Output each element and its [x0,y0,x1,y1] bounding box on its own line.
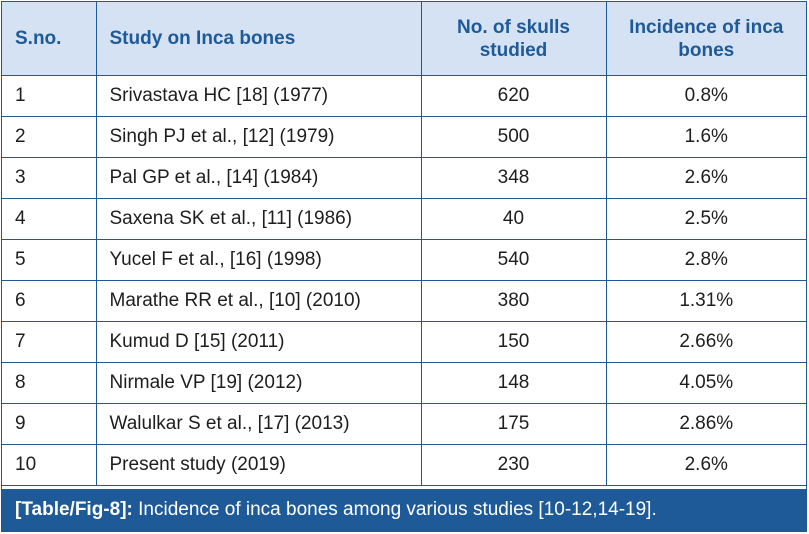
cell-skulls: 380 [421,280,607,322]
cell-skulls: 40 [421,198,607,240]
table-row: 3 Pal GP et al., [14] (1984) 348 2.6% [2,157,806,199]
cell-incidence: 1.31% [606,280,806,322]
cell-incidence: 2.6% [606,444,806,486]
cell-study: Saxena SK et al., [11] (1986) [96,198,422,240]
cell-study: Nirmale VP [19] (2012) [96,362,422,404]
header-incidence: Incidence of inca bones [606,2,806,76]
header-sno: S.no. [2,2,97,76]
cell-incidence: 2.5% [606,198,806,240]
cell-sno: 9 [2,403,97,445]
cell-study: Yucel F et al., [16] (1998) [96,239,422,281]
cell-study: Srivastava HC [18] (1977) [96,75,422,117]
cell-sno: 8 [2,362,97,404]
cell-incidence: 2.66% [606,321,806,363]
table-row: 9 Walulkar S et al., [17] (2013) 175 2.8… [2,403,806,445]
header-row: S.no. Study on Inca bones No. of skulls … [2,2,806,76]
incidence-table: S.no. Study on Inca bones No. of skulls … [2,2,806,486]
table-row: 2 Singh PJ et al., [12] (1979) 500 1.6% [2,116,806,158]
table-row: 7 Kumud D [15] (2011) 150 2.66% [2,321,806,363]
cell-skulls: 175 [421,403,607,445]
cell-study: Kumud D [15] (2011) [96,321,422,363]
cell-study: Singh PJ et al., [12] (1979) [96,116,422,158]
cell-study: Present study (2019) [96,444,422,486]
cell-sno: 3 [2,157,97,199]
table-header: S.no. Study on Inca bones No. of skulls … [2,2,806,76]
cell-sno: 5 [2,239,97,281]
table-row: 1 Srivastava HC [18] (1977) 620 0.8% [2,75,806,117]
cell-skulls: 540 [421,239,607,281]
cell-study: Marathe RR et al., [10] (2010) [96,280,422,322]
header-skulls: No. of skulls studied [421,2,607,76]
cell-study: Pal GP et al., [14] (1984) [96,157,422,199]
table-row: 5 Yucel F et al., [16] (1998) 540 2.8% [2,239,806,281]
table-caption: [Table/Fig-8]: Incidence of inca bones a… [2,489,806,531]
cell-skulls: 148 [421,362,607,404]
cell-incidence: 2.6% [606,157,806,199]
cell-incidence: 0.8% [606,75,806,117]
table-row: 10 Present study (2019) 230 2.6% [2,444,806,486]
cell-sno: 10 [2,444,97,486]
cell-sno: 1 [2,75,97,117]
caption-text: Incidence of inca bones among various st… [132,499,657,520]
cell-sno: 2 [2,116,97,158]
cell-skulls: 348 [421,157,607,199]
header-study: Study on Inca bones [96,2,422,76]
cell-sno: 7 [2,321,97,363]
cell-skulls: 620 [421,75,607,117]
table-row: 8 Nirmale VP [19] (2012) 148 4.05% [2,362,806,404]
cell-sno: 4 [2,198,97,240]
cell-sno: 6 [2,280,97,322]
cell-skulls: 230 [421,444,607,486]
cell-incidence: 4.05% [606,362,806,404]
table-row: 6 Marathe RR et al., [10] (2010) 380 1.3… [2,280,806,322]
cell-skulls: 150 [421,321,607,363]
cell-incidence: 2.86% [606,403,806,445]
cell-skulls: 500 [421,116,607,158]
caption-label: [Table/Fig-8]: [15,499,133,520]
cell-study: Walulkar S et al., [17] (2013) [96,403,422,445]
table-row: 4 Saxena SK et al., [11] (1986) 40 2.5% [2,198,806,240]
cell-incidence: 2.8% [606,239,806,281]
cell-incidence: 1.6% [606,116,806,158]
table-body: 1 Srivastava HC [18] (1977) 620 0.8% 2 S… [2,75,806,486]
